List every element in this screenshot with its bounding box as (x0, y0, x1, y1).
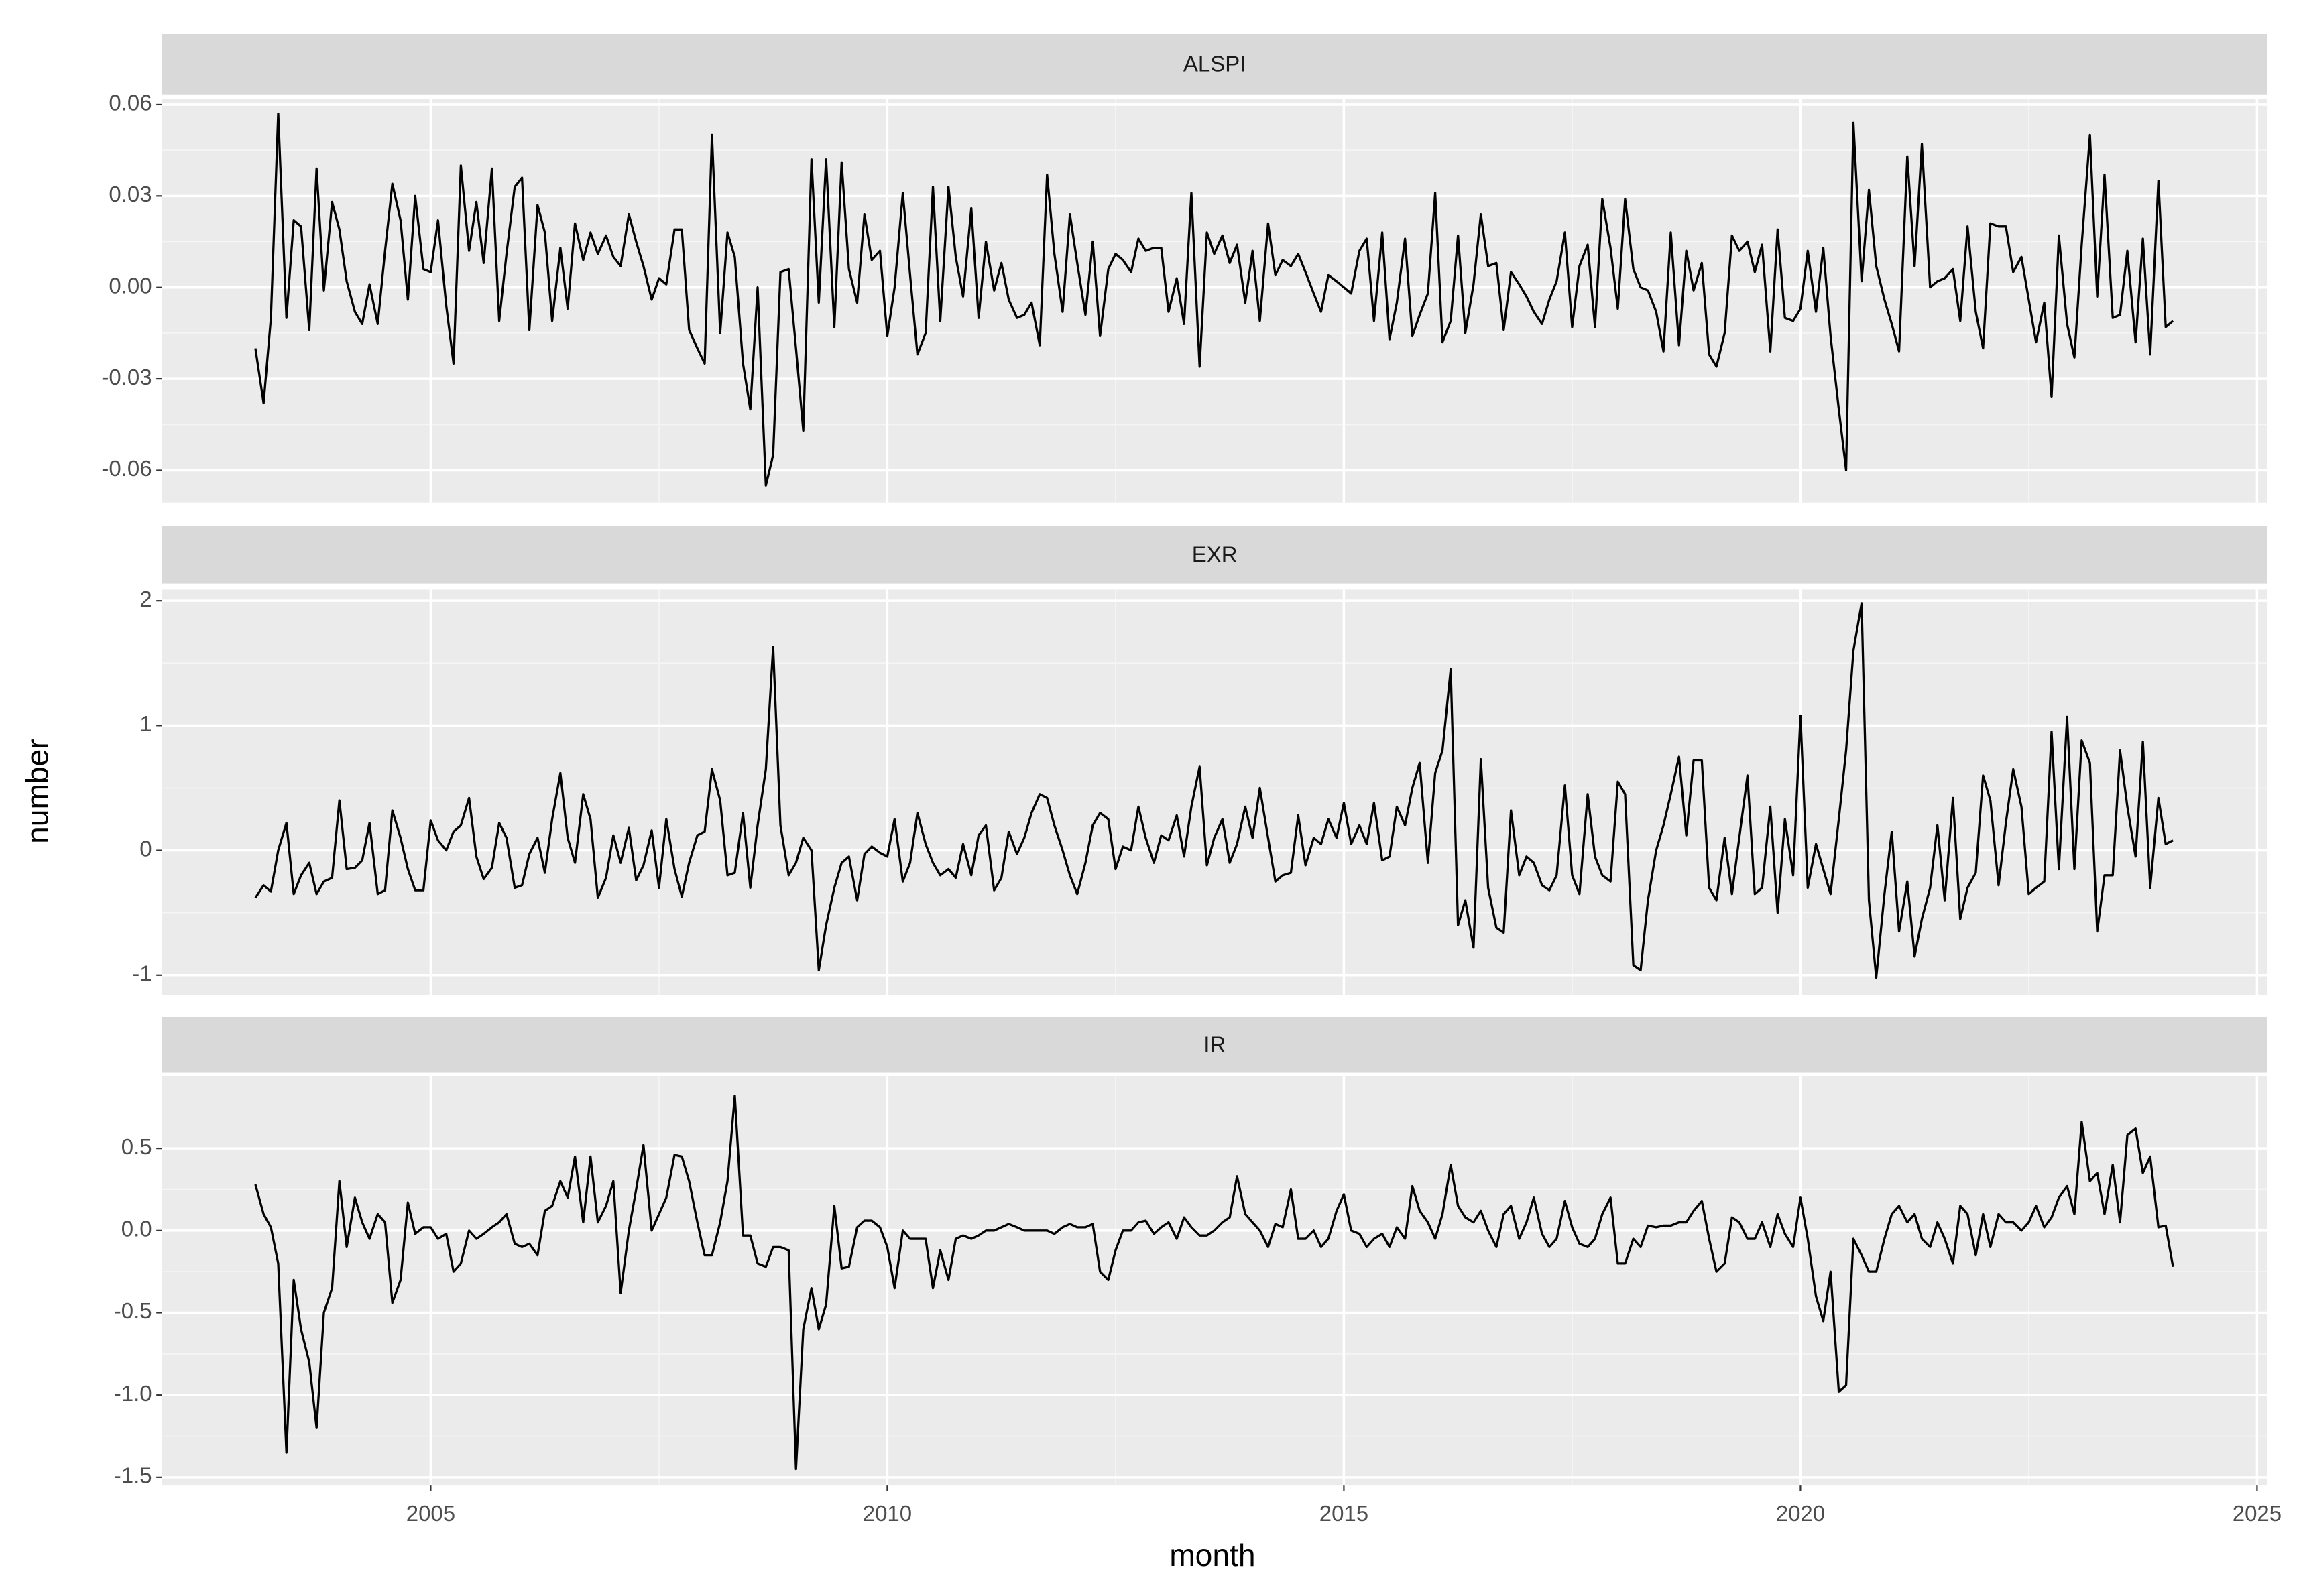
y-axis-title: number (20, 739, 55, 844)
y-tick-label: 2 (139, 587, 152, 611)
data-line (254, 602, 2174, 979)
panel-background (162, 589, 2267, 995)
x-tick-label: 2005 (406, 1501, 455, 1526)
x-tick-label: 2010 (863, 1501, 912, 1526)
y-tick-label: 1 (139, 711, 152, 736)
strip (162, 526, 2267, 584)
panel-background (162, 1075, 2267, 1486)
y-tick-label: -0.06 (101, 456, 152, 481)
y-tick-label: -1.0 (114, 1381, 152, 1406)
y-tick-label: 0.00 (109, 273, 152, 298)
x-axis-title: month (1169, 1538, 1255, 1573)
x-tick-label: 2015 (1319, 1501, 1368, 1526)
y-tick-label: -0.5 (114, 1298, 152, 1323)
y-tick-label: 0.06 (109, 90, 152, 115)
x-tick-label: 2025 (2233, 1501, 2282, 1526)
y-tick-label: -1.5 (114, 1463, 152, 1488)
x-tick-label: 2020 (1776, 1501, 1825, 1526)
y-tick-label: -0.03 (101, 365, 152, 389)
y-tick-label: -1 (132, 961, 152, 985)
panel-background (162, 99, 2267, 503)
data-line (254, 112, 2174, 487)
strip (162, 1016, 2267, 1073)
y-tick-label: 0 (139, 836, 152, 861)
y-tick-label: 0.03 (109, 182, 152, 206)
data-line (254, 1094, 2174, 1471)
y-tick-label: 0.5 (121, 1134, 152, 1159)
strip-label: IR (1203, 1032, 1226, 1057)
y-tick-label: 0.0 (121, 1217, 152, 1241)
strip-label: EXR (1192, 542, 1238, 567)
strip-label: ALSPI (1183, 52, 1246, 76)
strip (162, 34, 2267, 95)
